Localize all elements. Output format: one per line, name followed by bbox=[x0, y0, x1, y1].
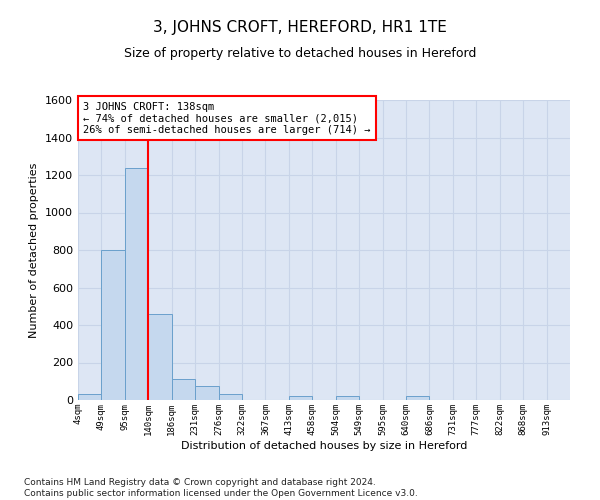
Bar bbox=[218, 394, 242, 400]
Y-axis label: Number of detached properties: Number of detached properties bbox=[29, 162, 40, 338]
Bar bbox=[336, 396, 359, 400]
Bar bbox=[101, 250, 125, 400]
Bar bbox=[148, 314, 172, 400]
X-axis label: Distribution of detached houses by size in Hereford: Distribution of detached houses by size … bbox=[181, 440, 467, 450]
Bar bbox=[195, 386, 218, 400]
Bar bbox=[406, 396, 430, 400]
Bar bbox=[172, 380, 195, 400]
Text: Contains HM Land Registry data © Crown copyright and database right 2024.
Contai: Contains HM Land Registry data © Crown c… bbox=[24, 478, 418, 498]
Text: Size of property relative to detached houses in Hereford: Size of property relative to detached ho… bbox=[124, 48, 476, 60]
Bar bbox=[78, 394, 101, 400]
Text: 3 JOHNS CROFT: 138sqm
← 74% of detached houses are smaller (2,015)
26% of semi-d: 3 JOHNS CROFT: 138sqm ← 74% of detached … bbox=[83, 102, 370, 134]
Bar bbox=[125, 168, 148, 400]
Text: 3, JOHNS CROFT, HEREFORD, HR1 1TE: 3, JOHNS CROFT, HEREFORD, HR1 1TE bbox=[153, 20, 447, 35]
Bar bbox=[289, 396, 312, 400]
